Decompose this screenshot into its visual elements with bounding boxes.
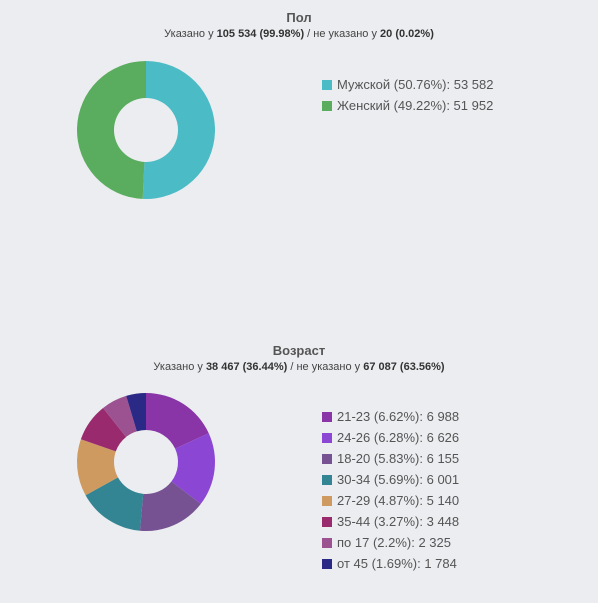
gender-slice-мужской[interactable] bbox=[142, 61, 215, 199]
gender-subtitle-prefix: Указано у bbox=[164, 28, 217, 40]
legend-label: по 17 (2.2%): 2 325 bbox=[337, 535, 451, 550]
legend-label: Мужской (50.76%): 53 582 bbox=[337, 77, 494, 92]
age-slice-30-34[interactable] bbox=[85, 477, 144, 531]
legend-swatch bbox=[322, 516, 332, 527]
age-subtitle-middle: / не указано у bbox=[287, 361, 364, 373]
gender-donut-chart bbox=[76, 61, 215, 199]
age-slice-от-45[interactable] bbox=[126, 393, 146, 432]
legend-label: 35-44 (3.27%): 3 448 bbox=[337, 514, 460, 529]
legend-swatch bbox=[322, 558, 332, 569]
gender-legend: Мужской (50.76%): 53 582 Женский (49.22%)… bbox=[322, 74, 494, 116]
legend-label: 24-26 (6.28%): 6 626 bbox=[337, 430, 460, 445]
legend-label: 21-23 (6.62%): 6 988 bbox=[337, 409, 460, 424]
legend-label: 27-29 (4.87%): 5 140 bbox=[337, 493, 460, 508]
legend-swatch bbox=[322, 474, 332, 485]
age-chart-subtitle: Указано у 38 467 (36.44%) / не указано у… bbox=[0, 361, 598, 373]
age-legend-item-30-34[interactable]: 30-34 (5.69%): 6 001 bbox=[322, 469, 459, 490]
age-chart-title: Возраст bbox=[272, 343, 326, 358]
legend-label: 18-20 (5.83%): 6 155 bbox=[337, 451, 460, 466]
age-legend-item-24-26[interactable]: 24-26 (6.28%): 6 626 bbox=[322, 427, 459, 448]
legend-swatch bbox=[322, 537, 332, 548]
gender-chart-subtitle: Указано у 105 534 (99.98%) / не указано … bbox=[0, 28, 598, 40]
gender-unspecified-count: 20 (0.02%) bbox=[380, 28, 434, 40]
legend-swatch bbox=[322, 411, 332, 422]
age-slice-27-29[interactable] bbox=[76, 439, 118, 496]
age-legend-item-27-29[interactable]: 27-29 (4.87%): 5 140 bbox=[322, 490, 459, 511]
age-donut-chart bbox=[76, 393, 216, 531]
age-legend: 21-23 (6.62%): 6 988 24-26 (6.28%): 6 626… bbox=[322, 406, 459, 574]
age-chart-panel: Возраст Указано у 38 467 (36.44%) / не у… bbox=[0, 338, 598, 603]
age-legend-item-21-23[interactable]: 21-23 (6.62%): 6 988 bbox=[322, 406, 459, 427]
gender-legend-item-мужской[interactable]: Мужской (50.76%): 53 582 bbox=[322, 74, 494, 95]
age-specified-count: 38 467 (36.44%) bbox=[205, 361, 288, 373]
gender-chart-panel: Пол Указано у 105 534 (99.98%) / не указ… bbox=[0, 10, 598, 199]
gender-chart-title: Пол bbox=[286, 10, 312, 25]
age-slice-по-17[interactable] bbox=[103, 395, 137, 437]
gender-slice-женский[interactable] bbox=[76, 61, 146, 199]
age-slice-21-23[interactable] bbox=[146, 393, 209, 449]
age-slice-24-26[interactable] bbox=[171, 433, 216, 504]
legend-swatch bbox=[322, 495, 332, 506]
legend-label: 30-34 (5.69%): 6 001 bbox=[337, 472, 460, 487]
gender-specified-count: 105 534 (99.98%) bbox=[216, 28, 305, 40]
legend-swatch bbox=[322, 100, 332, 111]
age-legend-item-по-17[interactable]: по 17 (2.2%): 2 325 bbox=[322, 532, 459, 553]
age-slice-35-44[interactable] bbox=[80, 407, 127, 452]
age-subtitle-prefix: Указано у bbox=[153, 361, 206, 373]
legend-swatch bbox=[322, 432, 332, 443]
legend-label: от 45 (1.69%): 1 784 bbox=[337, 556, 457, 571]
legend-swatch bbox=[322, 79, 332, 90]
age-legend-item-35-44[interactable]: 35-44 (3.27%): 3 448 bbox=[322, 511, 459, 532]
legend-label: Женский (49.22%): 51 952 bbox=[337, 98, 494, 113]
age-legend-item-18-20[interactable]: 18-20 (5.83%): 6 155 bbox=[322, 448, 459, 469]
age-legend-item-от-45[interactable]: от 45 (1.69%): 1 784 bbox=[322, 553, 459, 574]
age-slice-18-20[interactable] bbox=[139, 481, 201, 531]
gender-subtitle-middle: / не указано у bbox=[304, 28, 381, 40]
age-unspecified-count: 67 087 (63.56%) bbox=[363, 361, 445, 373]
gender-legend-item-женский[interactable]: Женский (49.22%): 51 952 bbox=[322, 95, 494, 116]
legend-swatch bbox=[322, 453, 332, 464]
